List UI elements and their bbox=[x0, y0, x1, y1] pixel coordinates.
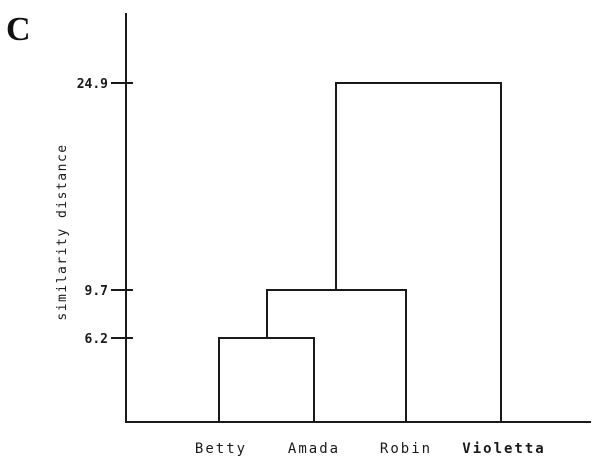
branch-betty-amada bbox=[218, 337, 315, 423]
leaf-label-amada: Amada bbox=[288, 441, 340, 457]
panel-letter: C bbox=[6, 11, 31, 48]
leaf-labels: Betty Amada Robin Violetta bbox=[195, 441, 545, 457]
y-axis-ticks: 24.9 9.7 6.2 bbox=[77, 77, 133, 347]
leaf-label-betty: Betty bbox=[195, 441, 247, 457]
branch-cluster-violetta bbox=[335, 82, 502, 423]
leaf-label-robin: Robin bbox=[380, 441, 432, 457]
leaf-label-violetta: Violetta bbox=[462, 441, 545, 457]
branch-cluster-robin bbox=[266, 289, 407, 423]
y-axis-title: similarity distance bbox=[55, 143, 70, 320]
tick-label-9-7: 9.7 bbox=[85, 284, 108, 299]
tick-label-24-9: 24.9 bbox=[77, 77, 108, 92]
dendrogram-branches bbox=[218, 82, 502, 423]
tick-label-6-2: 6.2 bbox=[85, 332, 108, 347]
